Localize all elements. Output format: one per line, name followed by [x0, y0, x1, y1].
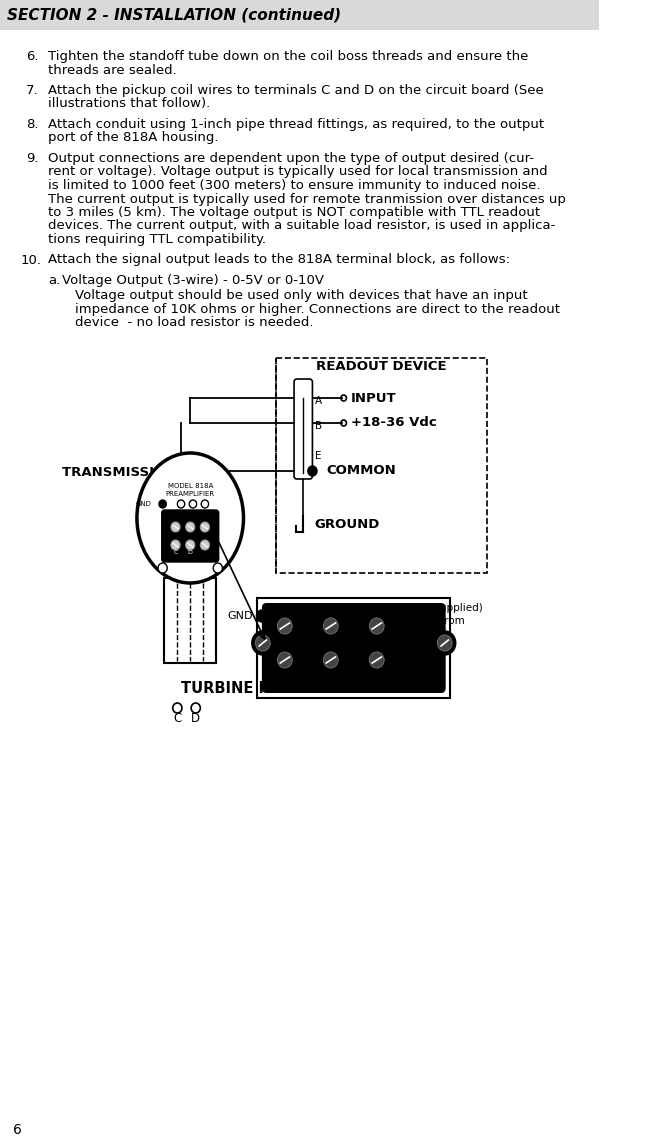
Bar — [164, 578, 216, 663]
Text: 7.: 7. — [25, 84, 38, 97]
Circle shape — [274, 615, 295, 637]
Text: GND: GND — [136, 501, 152, 507]
Circle shape — [171, 540, 180, 550]
Text: devices. The current output, with a suitable load resistor, is used in applica-: devices. The current output, with a suit… — [48, 219, 555, 233]
Text: C: C — [173, 712, 181, 725]
Circle shape — [177, 500, 185, 508]
Text: rent or voltage). Voltage output is typically used for local transmission and: rent or voltage). Voltage output is typi… — [48, 165, 548, 178]
Text: 8.: 8. — [25, 118, 38, 131]
Text: TURBINE METER OUTPUT: TURBINE METER OUTPUT — [181, 681, 387, 696]
Text: Tighten the standoff tube down on the coil boss threads and ensure the: Tighten the standoff tube down on the co… — [48, 50, 528, 63]
Text: to 3 miles (5 km). The voltage output is NOT compatible with TTL readout: to 3 miles (5 km). The voltage output is… — [48, 207, 540, 219]
Text: READOUT DEVICE: READOUT DEVICE — [316, 361, 447, 373]
Circle shape — [321, 649, 341, 671]
Circle shape — [437, 636, 452, 652]
Text: MODEL 818A: MODEL 818A — [168, 483, 213, 489]
Text: +18-36 Vdc: +18-36 Vdc — [351, 416, 437, 429]
Ellipse shape — [137, 453, 243, 583]
Text: tions requiring TTL compatibility.: tions requiring TTL compatibility. — [48, 233, 266, 246]
Text: a.: a. — [48, 274, 60, 288]
Circle shape — [278, 618, 292, 634]
Circle shape — [256, 610, 267, 622]
Circle shape — [189, 500, 197, 508]
Circle shape — [201, 500, 209, 508]
Circle shape — [256, 636, 270, 652]
Text: 9.: 9. — [25, 152, 38, 165]
Circle shape — [434, 631, 456, 655]
Text: B: B — [315, 421, 322, 431]
Circle shape — [200, 540, 209, 550]
Text: INPUT: INPUT — [351, 391, 396, 405]
Bar — [0, 0, 599, 30]
FancyBboxPatch shape — [162, 510, 218, 563]
Text: B: B — [280, 602, 289, 616]
Circle shape — [158, 563, 168, 573]
Circle shape — [366, 615, 387, 637]
Circle shape — [213, 563, 222, 573]
Text: A: A — [315, 396, 322, 406]
Circle shape — [366, 649, 387, 671]
Circle shape — [370, 652, 384, 667]
Text: Voltage Output (3-wire) - 0-5V or 0-10V: Voltage Output (3-wire) - 0-5V or 0-10V — [63, 274, 325, 288]
FancyBboxPatch shape — [294, 379, 312, 479]
Text: E: E — [373, 602, 381, 616]
Text: Output connections are dependent upon the type of output desired (cur-: Output connections are dependent upon th… — [48, 152, 534, 165]
Circle shape — [186, 521, 195, 532]
Text: 6.: 6. — [25, 50, 38, 63]
Circle shape — [308, 466, 317, 476]
Circle shape — [200, 521, 209, 532]
Text: COMMON: COMMON — [326, 463, 396, 477]
Text: impedance of 10K ohms or higher. Connections are direct to the readout: impedance of 10K ohms or higher. Connect… — [76, 304, 560, 316]
Text: 10.: 10. — [20, 253, 41, 267]
Circle shape — [274, 649, 295, 671]
Text: A: A — [327, 602, 335, 616]
Text: SECTION 2 - INSTALLATION (continued): SECTION 2 - INSTALLATION (continued) — [7, 8, 342, 23]
Text: D: D — [191, 712, 200, 725]
Circle shape — [186, 540, 195, 550]
Text: Voltage output should be used only with devices that have an input: Voltage output should be used only with … — [76, 290, 528, 302]
Circle shape — [370, 618, 384, 634]
Bar — [258, 598, 451, 698]
Circle shape — [321, 615, 341, 637]
Text: Attach the pickup coil wires to terminals C and D on the circuit board (See: Attach the pickup coil wires to terminal… — [48, 84, 544, 97]
Text: GROUND: GROUND — [314, 518, 379, 531]
Text: port of the 818A housing.: port of the 818A housing. — [48, 131, 218, 145]
Circle shape — [323, 652, 338, 667]
FancyBboxPatch shape — [262, 602, 446, 693]
Circle shape — [171, 521, 180, 532]
Text: E: E — [315, 451, 321, 461]
Text: D: D — [188, 550, 192, 556]
Text: Jumper (supplied)
removed from
terminals: Jumper (supplied) removed from terminals — [391, 602, 483, 639]
Circle shape — [278, 652, 292, 667]
Text: Attach conduit using 1-inch pipe thread fittings, as required, to the output: Attach conduit using 1-inch pipe thread … — [48, 118, 544, 131]
Text: C: C — [173, 550, 178, 556]
Text: Attach the signal output leads to the 818A terminal block, as follows:: Attach the signal output leads to the 81… — [48, 253, 510, 267]
Text: 6: 6 — [13, 1123, 22, 1136]
Text: threads are sealed.: threads are sealed. — [48, 64, 177, 76]
Text: is limited to 1000 feet (300 meters) to ensure immunity to induced noise.: is limited to 1000 feet (300 meters) to … — [48, 179, 541, 192]
Text: The current output is typically used for remote tranmission over distances up: The current output is typically used for… — [48, 193, 566, 205]
Circle shape — [159, 500, 166, 508]
Text: device  - no load resistor is needed.: device - no load resistor is needed. — [76, 316, 314, 330]
Circle shape — [252, 631, 274, 655]
Circle shape — [323, 618, 338, 634]
Text: GND: GND — [227, 610, 253, 621]
Text: illustrations that follow).: illustrations that follow). — [48, 97, 210, 111]
Text: TRANSMISSION LINES: TRANSMISSION LINES — [63, 467, 225, 479]
Text: PREAMPLIFIER: PREAMPLIFIER — [166, 491, 215, 497]
